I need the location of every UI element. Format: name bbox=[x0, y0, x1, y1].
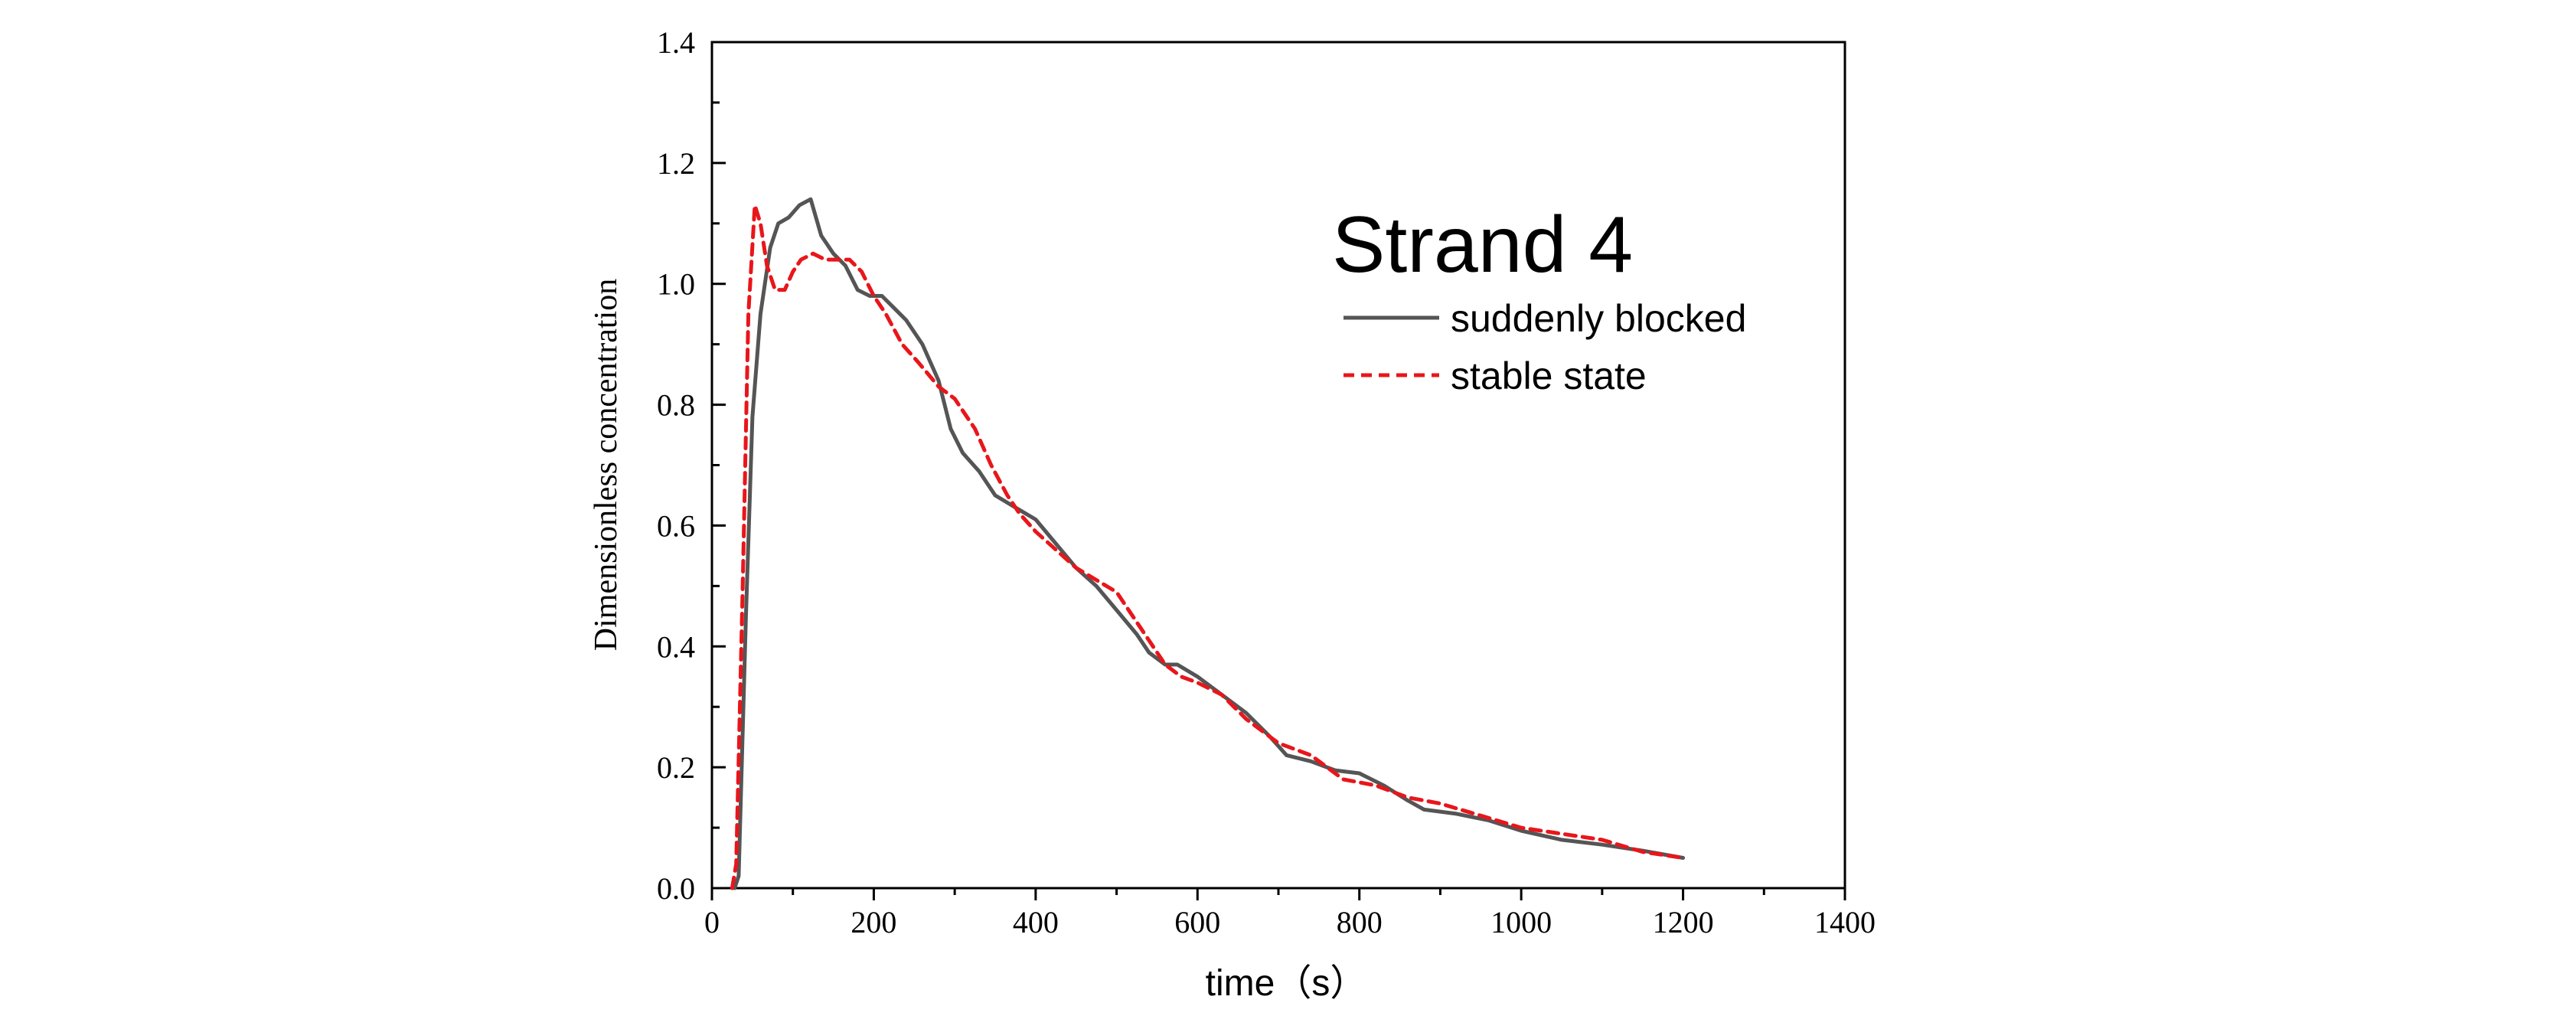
legend-label-suddenly-blocked: suddenly blocked bbox=[1451, 297, 1746, 340]
x-tick-label: 0 bbox=[704, 905, 720, 939]
x-tick-label: 200 bbox=[851, 905, 896, 939]
y-tick-label: 0.4 bbox=[657, 629, 695, 664]
y-tick-label: 1.4 bbox=[657, 25, 695, 60]
y-tick-label: 1.0 bbox=[657, 267, 695, 302]
legend-label-stable-state: stable state bbox=[1451, 354, 1647, 397]
y-axis-title: Dimensionless concentration bbox=[589, 279, 624, 651]
axis-ticks: 0 200 400 600 800 1000 1200 1400 0.0 0.2 0.4 0.6 0.8… bbox=[657, 25, 1876, 939]
x-tick-label: 1400 bbox=[1814, 905, 1876, 939]
x-tick-label: 600 bbox=[1174, 905, 1220, 939]
y-tick-label: 0.2 bbox=[657, 750, 695, 785]
x-tick-label: 800 bbox=[1337, 905, 1383, 939]
x-tick-label: 1200 bbox=[1653, 905, 1714, 939]
legend: suddenly blocked stable state bbox=[1344, 297, 1746, 397]
y-tick-label: 0.6 bbox=[657, 508, 695, 543]
plot-frame bbox=[710, 41, 1846, 890]
x-tick-label: 400 bbox=[1013, 905, 1059, 939]
y-tick-label: 1.2 bbox=[657, 146, 695, 181]
y-tick-label: 0.8 bbox=[657, 388, 695, 423]
x-tick-label: 1000 bbox=[1490, 905, 1552, 939]
x-axis-title: time（s） bbox=[1206, 963, 1367, 1004]
series-layer bbox=[730, 197, 1686, 890]
y-tick-label: 0.0 bbox=[657, 871, 695, 906]
chart-annotation: Strand 4 bbox=[1332, 201, 1633, 289]
series-line-stable-state bbox=[730, 203, 1686, 890]
